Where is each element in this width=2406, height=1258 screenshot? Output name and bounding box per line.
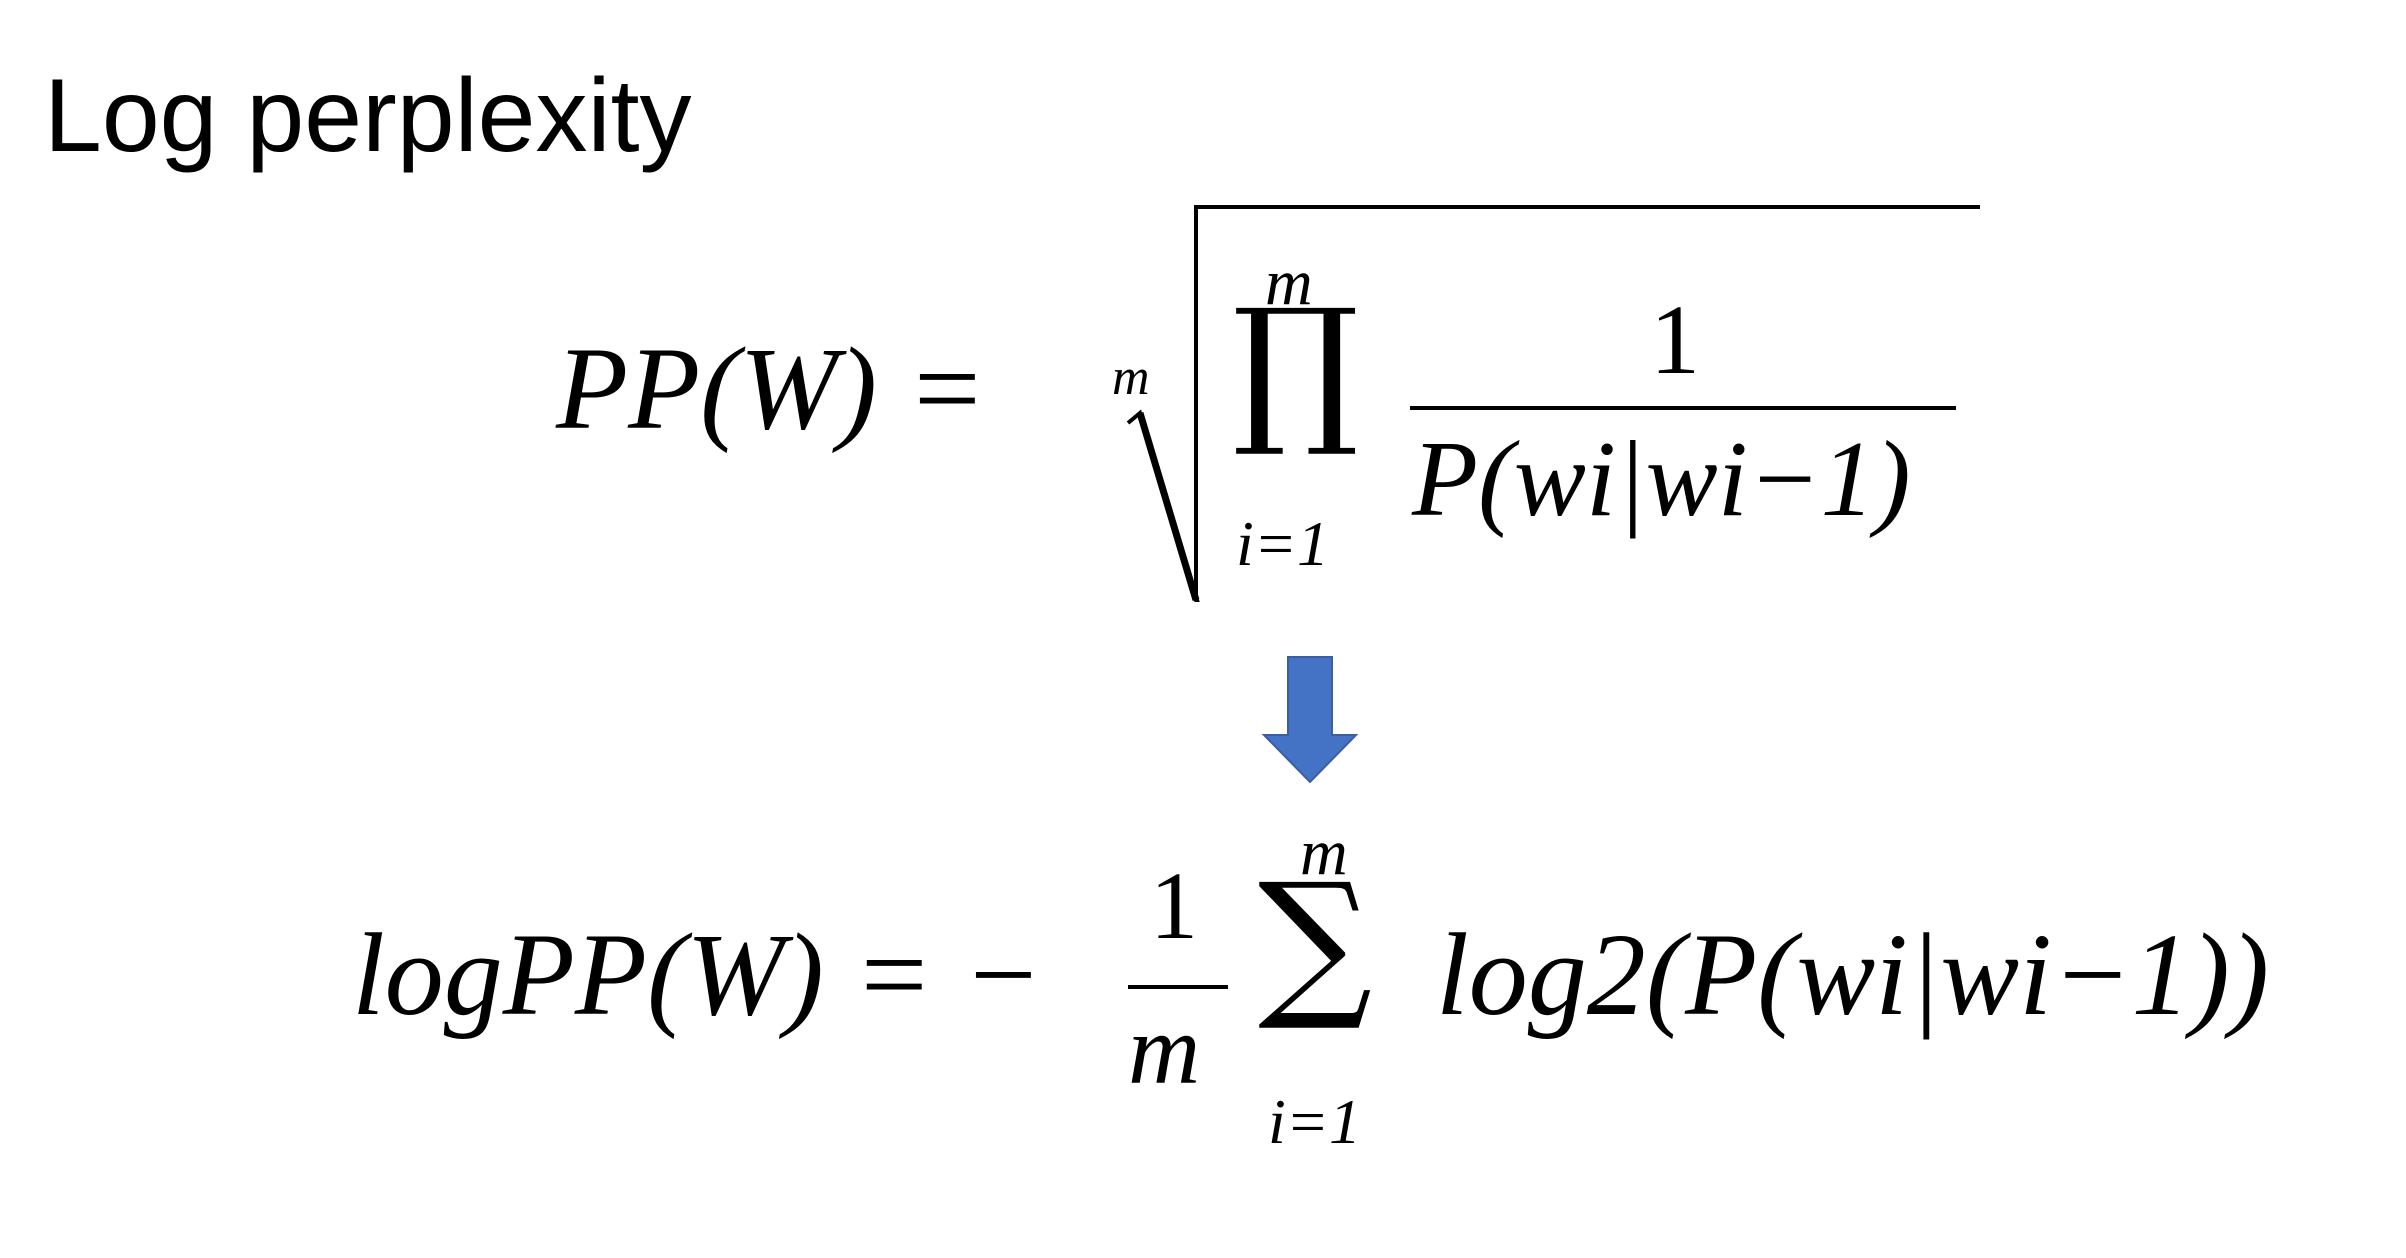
- sum-lower-limit: i=1: [1268, 1086, 1361, 1157]
- product-lower-limit: i=1: [1236, 508, 1329, 579]
- fraction1-denominator: P(wi|wi−1): [1412, 420, 1911, 539]
- sum-upper-limit: m: [1300, 816, 1348, 889]
- formula1-lhs: PP(W) =: [556, 323, 987, 454]
- fraction2-denominator: m: [1128, 994, 1201, 1105]
- fraction2-numerator: 1: [1150, 852, 1198, 959]
- formula1-root-index: m: [1112, 349, 1150, 406]
- product-upper-limit: m: [1265, 246, 1313, 319]
- fraction2-bar: [1128, 985, 1228, 989]
- formula2-lhs: logPP(W) = −: [352, 909, 1043, 1040]
- fraction1-bar: [1410, 406, 1956, 410]
- arrow-down-icon: [1261, 656, 1359, 784]
- sum-symbol: ∑: [1258, 848, 1373, 1035]
- formula2-rhs: log2(P(wi|wi−1)): [1436, 909, 2270, 1040]
- fraction1-numerator: 1: [1650, 284, 1700, 395]
- radical-sign: [1126, 205, 1980, 602]
- slide-title: Log perplexity: [44, 58, 692, 174]
- product-symbol: ∏: [1232, 274, 1360, 461]
